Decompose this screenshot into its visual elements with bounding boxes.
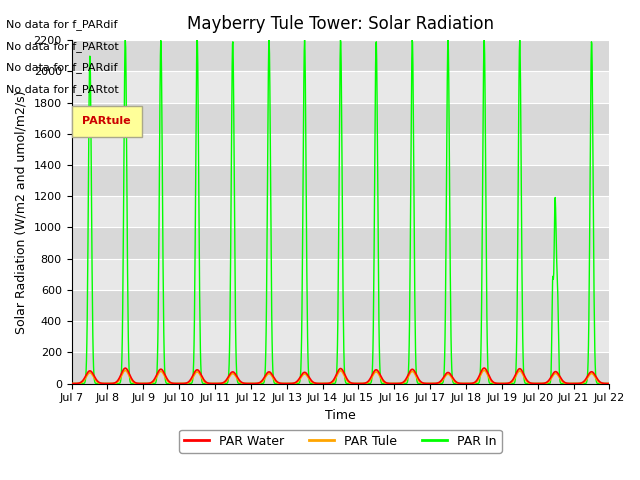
Bar [72, 321, 609, 352]
Bar [72, 40, 609, 72]
Text: No data for f_PARdif: No data for f_PARdif [6, 62, 118, 73]
Legend: PAR Water, PAR Tule, PAR In: PAR Water, PAR Tule, PAR In [179, 430, 502, 453]
Text: PARtule: PARtule [83, 116, 131, 126]
Title: Mayberry Tule Tower: Solar Radiation: Mayberry Tule Tower: Solar Radiation [187, 15, 494, 33]
Y-axis label: Solar Radiation (W/m2 and umol/m2/s): Solar Radiation (W/m2 and umol/m2/s) [15, 90, 28, 334]
Bar [72, 165, 609, 196]
Bar [72, 103, 609, 134]
Bar [72, 259, 609, 290]
Text: No data for f_PARtot: No data for f_PARtot [6, 84, 119, 95]
X-axis label: Time: Time [325, 409, 356, 422]
Bar [72, 352, 609, 384]
Bar [72, 134, 609, 165]
Text: No data for f_PARdif: No data for f_PARdif [6, 19, 118, 30]
Bar [72, 290, 609, 321]
Bar [72, 196, 609, 228]
Bar [72, 228, 609, 259]
Bar [72, 72, 609, 103]
Text: No data for f_PARtot: No data for f_PARtot [6, 41, 119, 52]
